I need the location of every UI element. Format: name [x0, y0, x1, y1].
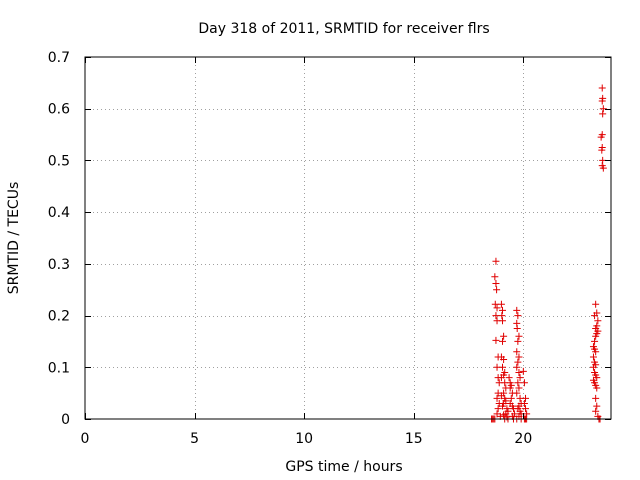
x-tick-label: 15	[405, 431, 423, 447]
data-point	[592, 348, 600, 356]
data-points	[488, 84, 607, 423]
data-point	[515, 384, 523, 392]
data-point	[507, 394, 515, 402]
data-point	[514, 312, 522, 320]
data-point	[499, 363, 507, 371]
data-point	[500, 356, 508, 364]
data-point	[516, 374, 524, 382]
data-point	[593, 402, 601, 410]
data-point	[491, 273, 499, 281]
x-axis-label: GPS time / hours	[285, 459, 402, 475]
data-point	[493, 394, 501, 402]
data-point	[497, 300, 505, 308]
chart-title: Day 318 of 2011, SRMTID for receiver flr…	[198, 21, 489, 37]
plot-frame	[84, 56, 612, 420]
data-point	[513, 306, 521, 314]
data-point	[591, 337, 599, 345]
data-point	[493, 286, 501, 294]
data-point	[592, 394, 600, 402]
data-point	[497, 374, 505, 382]
data-point	[589, 353, 597, 361]
tick-marks	[85, 57, 611, 420]
data-point	[500, 332, 508, 340]
x-tick-label: 5	[190, 431, 199, 447]
y-tick-label: 0.6	[48, 102, 70, 118]
data-point	[599, 110, 607, 118]
y-tick-label: 0.7	[48, 50, 70, 66]
data-point	[498, 312, 506, 320]
data-point	[514, 358, 522, 366]
y-tick-label: 0.1	[48, 360, 70, 376]
y-tick-label: 0	[61, 412, 70, 428]
data-point	[515, 353, 523, 361]
data-point	[589, 363, 597, 371]
data-point	[598, 84, 606, 92]
y-tick-label: 0.4	[48, 205, 70, 221]
data-point	[492, 336, 500, 344]
x-tick-label: 10	[295, 431, 313, 447]
x-tick-labels: 0 5 10 15 20	[81, 431, 533, 447]
data-point	[519, 367, 527, 375]
y-tick-labels: 0 0.1 0.2 0.3 0.4 0.5 0.6 0.7	[48, 50, 70, 428]
data-point	[592, 332, 600, 340]
data-point	[492, 257, 500, 265]
data-point	[494, 405, 502, 413]
data-point	[491, 300, 499, 308]
data-point	[499, 306, 507, 314]
data-point	[513, 348, 521, 356]
data-point	[492, 312, 500, 320]
y-tick-label: 0.3	[48, 257, 70, 273]
data-point	[514, 337, 522, 345]
data-point	[598, 146, 606, 154]
data-point	[592, 300, 600, 308]
data-point	[594, 317, 602, 325]
data-point	[499, 402, 507, 410]
data-point	[493, 304, 501, 312]
y-axis-label: SRMTID / TECUs	[6, 182, 22, 295]
data-point	[598, 97, 606, 105]
data-point	[514, 379, 522, 387]
data-point	[513, 325, 521, 332]
gridlines	[85, 57, 611, 419]
data-point	[599, 164, 607, 172]
y-tick-label: 0.2	[48, 309, 70, 325]
data-point	[593, 384, 601, 392]
data-point	[599, 105, 607, 113]
x-tick-label: 0	[81, 431, 90, 447]
data-point	[515, 368, 523, 376]
data-point	[513, 363, 521, 371]
data-point	[505, 374, 513, 382]
data-point	[513, 389, 521, 397]
data-point	[499, 337, 507, 345]
data-point	[597, 133, 605, 141]
x-tick-label: 20	[514, 431, 532, 447]
data-point	[492, 280, 500, 288]
data-point	[591, 312, 599, 320]
data-point	[515, 332, 523, 340]
data-point	[520, 399, 528, 407]
data-point	[506, 384, 514, 392]
y-tick-label: 0.5	[48, 153, 70, 169]
data-point	[522, 405, 530, 413]
data-point	[522, 394, 530, 402]
data-point	[499, 317, 507, 325]
data-point	[592, 407, 600, 415]
data-point	[520, 379, 528, 387]
